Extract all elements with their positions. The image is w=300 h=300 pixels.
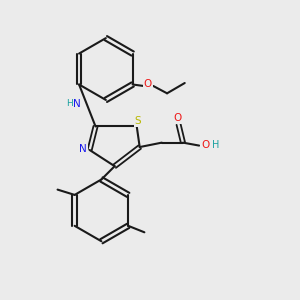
Text: H: H	[212, 140, 219, 150]
Text: H: H	[66, 100, 72, 109]
Text: S: S	[134, 116, 141, 126]
Text: O: O	[201, 140, 209, 150]
Text: N: N	[73, 99, 81, 109]
Text: N: N	[79, 143, 87, 154]
Text: O: O	[173, 113, 181, 124]
Text: O: O	[144, 80, 152, 89]
